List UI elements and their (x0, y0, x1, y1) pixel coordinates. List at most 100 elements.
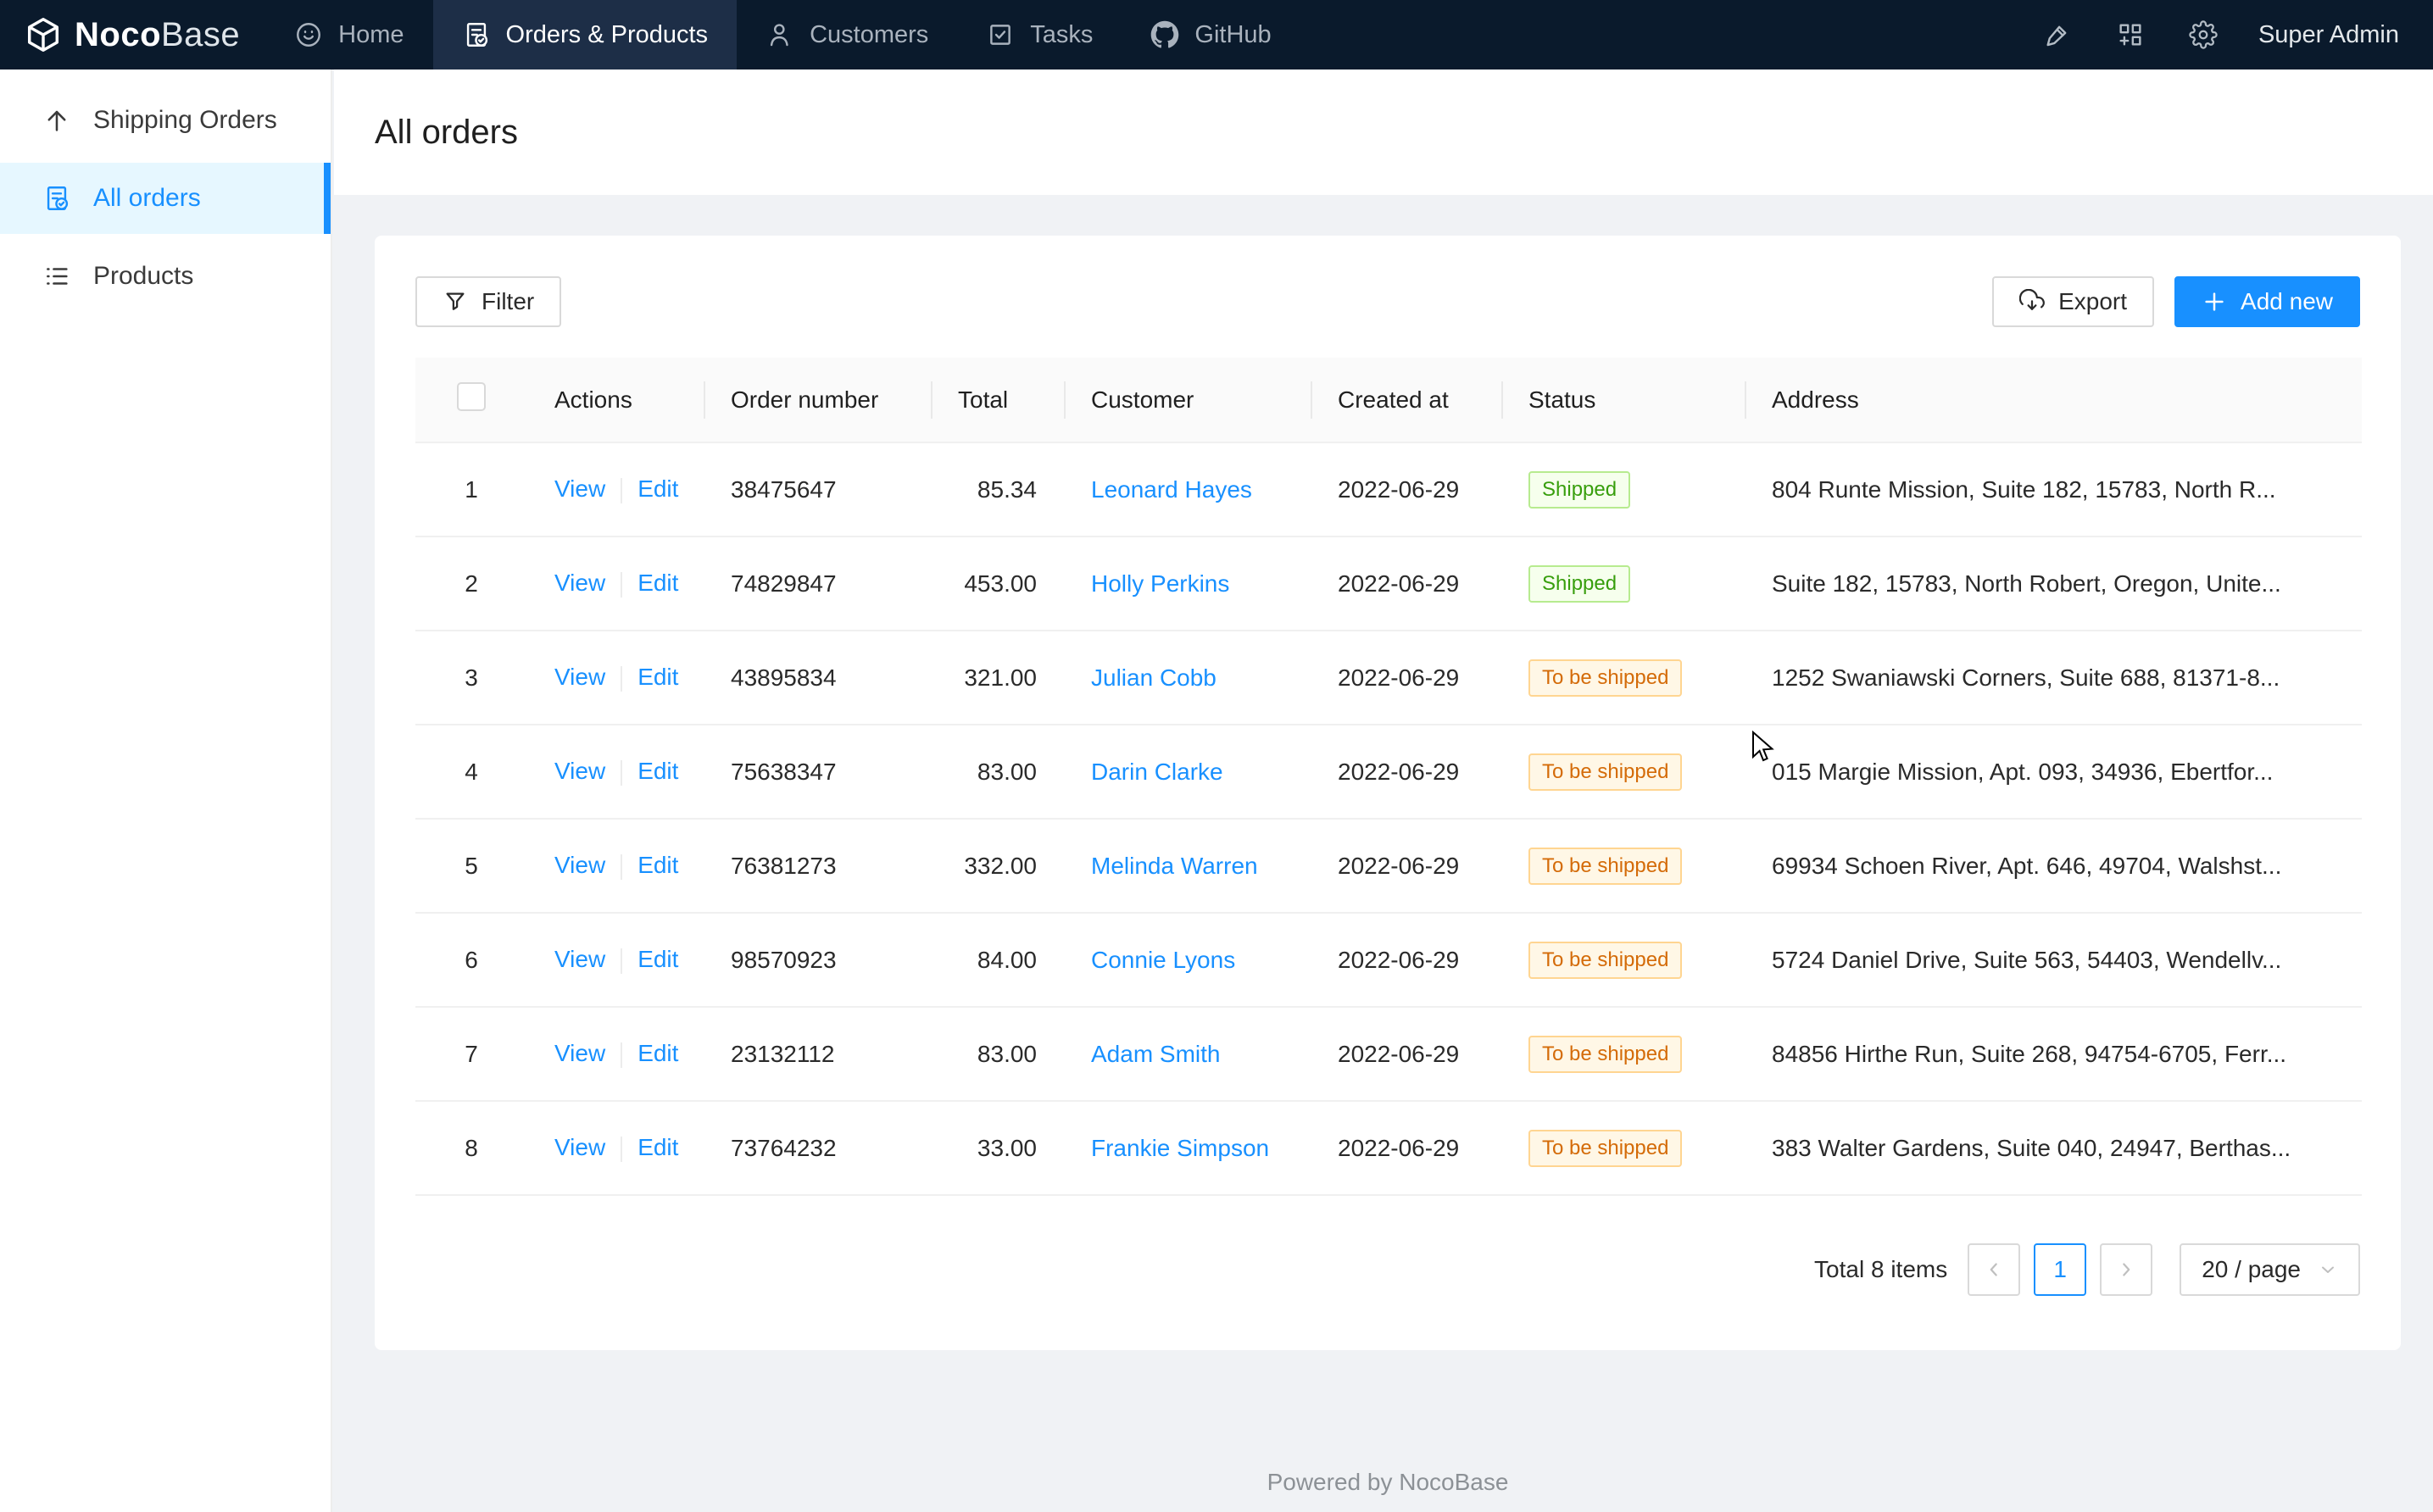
view-link[interactable]: View (554, 946, 606, 973)
add-new-button[interactable]: Add new (2174, 276, 2360, 327)
table-row: 6 View Edit 98570923 84.00 Connie Lyons 2… (415, 913, 2362, 1008)
total-cell: 83.00 (931, 725, 1064, 820)
view-link[interactable]: View (554, 1134, 606, 1161)
user-menu[interactable]: Super Admin (2258, 20, 2399, 48)
nocobase-cube-icon (24, 15, 63, 54)
page-number-button[interactable]: 1 (2034, 1243, 2087, 1296)
toolbar-right: Export Add new (1992, 276, 2360, 327)
table-row: 7 View Edit 23132112 83.00 Adam Smith 202… (415, 1007, 2362, 1102)
edit-link[interactable]: Edit (637, 664, 679, 691)
plugins-blocks-icon[interactable] (2116, 20, 2145, 49)
row-actions: View Edit (527, 536, 704, 631)
row-index: 5 (415, 819, 527, 914)
customer-link[interactable]: Frankie Simpson (1091, 1134, 1270, 1161)
table-row: 8 View Edit 73764232 33.00 Frankie Simpso… (415, 1101, 2362, 1196)
row-index: 8 (415, 1101, 527, 1196)
edit-link[interactable]: Edit (637, 1134, 679, 1161)
nav-item-home[interactable]: Home (265, 0, 432, 69)
previous-page-button[interactable] (1968, 1243, 2021, 1296)
status-badge: To be shipped (1528, 1035, 1683, 1073)
sidebar-item-all-orders[interactable]: All orders (0, 163, 331, 234)
edit-link[interactable]: Edit (637, 1040, 679, 1067)
customer-link[interactable]: Leonard Hayes (1091, 475, 1252, 503)
view-link[interactable]: View (554, 570, 606, 597)
status-cell: To be shipped (1501, 913, 1745, 1008)
address-cell: 69934 Schoen River, Apt. 646, 49704, Wal… (1745, 819, 2362, 914)
export-button[interactable]: Export (1992, 276, 2155, 327)
select-all-checkbox[interactable] (457, 382, 486, 411)
column-header-address: Address (1745, 358, 2362, 443)
main-area: All orders Filter (334, 69, 2433, 1512)
ui-editor-highlighter-icon[interactable] (2043, 20, 2072, 49)
edit-link[interactable]: Edit (637, 758, 679, 785)
customer-link[interactable]: Darin Clarke (1091, 758, 1223, 785)
address-cell: 383 Walter Gardens, Suite 040, 24947, Be… (1745, 1101, 2362, 1196)
address-cell: Suite 182, 15783, North Robert, Oregon, … (1745, 536, 2362, 631)
customer-link[interactable]: Connie Lyons (1091, 946, 1236, 973)
customer-link[interactable]: Adam Smith (1091, 1040, 1221, 1067)
orders-table: Actions Order number Total Customer Crea… (415, 358, 2362, 1196)
pagination-total: Total 8 items (1814, 1256, 1948, 1282)
column-header-customer: Customer (1064, 358, 1311, 443)
customer-link[interactable]: Melinda Warren (1091, 852, 1258, 879)
action-divider (621, 477, 623, 503)
filter-button[interactable]: Filter (415, 276, 562, 327)
edit-link[interactable]: Edit (637, 852, 679, 879)
view-link[interactable]: View (554, 758, 606, 785)
sidebar: Shipping Orders All orders Products (0, 69, 332, 1512)
edit-link[interactable]: Edit (637, 475, 679, 503)
customer-link[interactable]: Julian Cobb (1091, 664, 1216, 691)
sidebar-item-shipping-orders[interactable]: Shipping Orders (0, 85, 331, 156)
status-cell: To be shipped (1501, 725, 1745, 820)
order-number-cell: 74829847 (704, 536, 931, 631)
customer-cell: Melinda Warren (1064, 819, 1311, 914)
status-cell: To be shipped (1501, 631, 1745, 725)
status-cell: To be shipped (1501, 1007, 1745, 1102)
nav-item-customers[interactable]: Customers (737, 0, 957, 69)
status-cell: To be shipped (1501, 819, 1745, 914)
nocobase-logo[interactable]: NocoBase (0, 0, 265, 69)
chevron-down-icon (2322, 1266, 2334, 1273)
view-link[interactable]: View (554, 475, 606, 503)
view-link[interactable]: View (554, 664, 606, 691)
view-link[interactable]: View (554, 1040, 606, 1067)
total-cell: 453.00 (931, 536, 1064, 631)
customer-cell: Frankie Simpson (1064, 1101, 1311, 1196)
customer-cell: Leonard Hayes (1064, 442, 1311, 537)
navbar-right: Super Admin (1999, 0, 2433, 69)
sidebar-item-products[interactable]: Products (0, 241, 331, 312)
customer-link[interactable]: Holly Perkins (1091, 570, 1230, 597)
view-link[interactable]: View (554, 852, 606, 879)
nav-item-github[interactable]: GitHub (1122, 0, 1300, 69)
order-number-cell: 43895834 (704, 631, 931, 725)
nav-item-label: Customers (810, 20, 929, 48)
column-header-total: Total (931, 358, 1064, 443)
content: Filter Export (334, 195, 2433, 1496)
order-number-cell: 23132112 (704, 1007, 931, 1102)
nav-item-label: GitHub (1194, 20, 1272, 48)
table-header-row: Actions Order number Total Customer Crea… (415, 358, 2362, 443)
status-cell: Shipped (1501, 442, 1745, 537)
total-cell: 332.00 (931, 819, 1064, 914)
page-size-select[interactable]: 20 / page (2180, 1243, 2360, 1296)
created-at-cell: 2022-06-29 (1311, 631, 1501, 725)
row-index: 7 (415, 1007, 527, 1102)
column-header-status: Status (1501, 358, 1745, 443)
cloud-download-icon (2019, 289, 2046, 314)
row-actions: View Edit (527, 442, 704, 537)
total-cell: 321.00 (931, 631, 1064, 725)
orders-card: Filter Export (375, 236, 2401, 1350)
edit-link[interactable]: Edit (637, 946, 679, 973)
column-header-actions: Actions (527, 358, 704, 443)
nav-item-tasks[interactable]: Tasks (957, 0, 1122, 69)
pagination: Total 8 items 1 20 / page (415, 1243, 2360, 1296)
table-row: 2 View Edit 74829847 453.00 Holly Perkins… (415, 536, 2362, 631)
table-row: 5 View Edit 76381273 332.00 Melinda Warre… (415, 819, 2362, 914)
created-at-cell: 2022-06-29 (1311, 1101, 1501, 1196)
next-page-button[interactable] (2100, 1243, 2153, 1296)
settings-gear-icon[interactable] (2189, 20, 2218, 49)
nav-item-orders-products[interactable]: Orders & Products (432, 0, 738, 69)
edit-link[interactable]: Edit (637, 570, 679, 597)
check-square-icon (986, 20, 1015, 49)
action-divider (621, 665, 623, 692)
